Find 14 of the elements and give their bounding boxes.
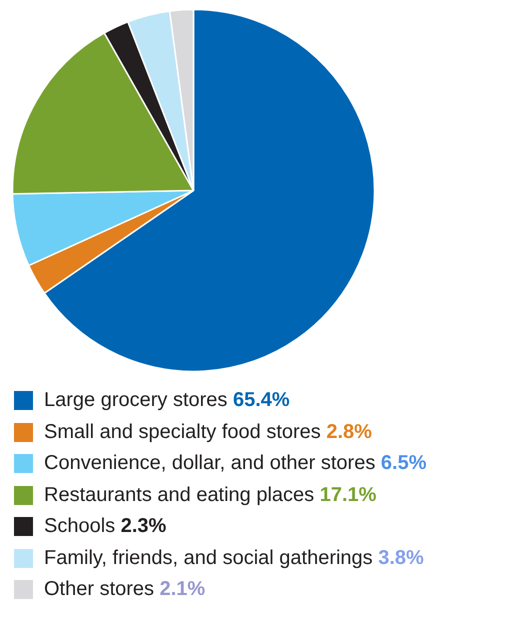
legend-label: Small and specialty food stores — [44, 420, 321, 445]
legend-label: Convenience, dollar, and other stores — [44, 451, 376, 476]
data-label: 2.1% — [160, 577, 206, 602]
legend-label: Restaurants and eating places — [44, 482, 314, 508]
data-label: 17.1% — [320, 482, 376, 508]
data-label: 3.8% — [378, 546, 424, 571]
data-label: 2.3% — [120, 514, 166, 540]
data-label: 65.4% — [232, 388, 290, 414]
legend-label: Other stores — [44, 577, 154, 602]
data-label: 6.5% — [380, 451, 426, 476]
legend-label: Family, friends, and social gatherings — [44, 546, 373, 571]
data-label: 2.8% — [326, 420, 372, 445]
legend-label: Large grocery stores — [44, 388, 228, 414]
legend-label: Schools — [44, 514, 116, 540]
